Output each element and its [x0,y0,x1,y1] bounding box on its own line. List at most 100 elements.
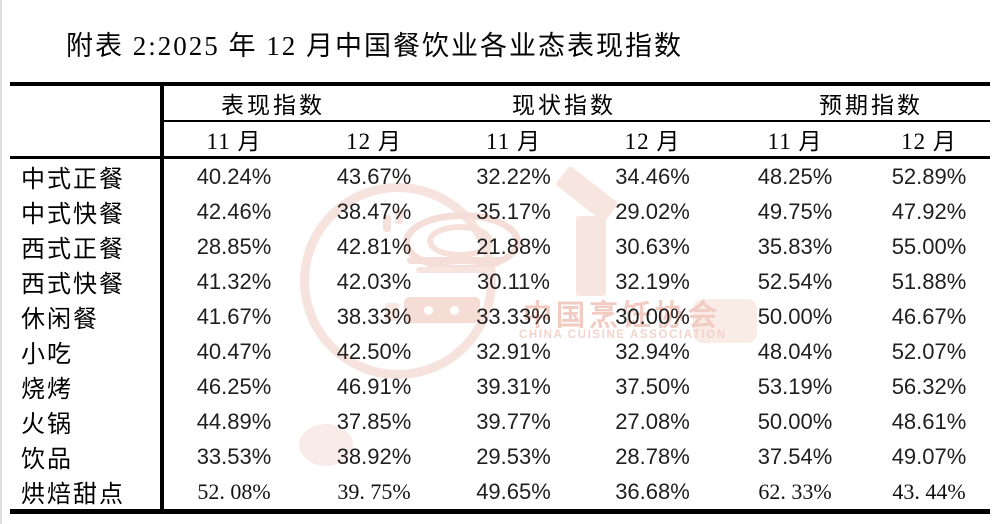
index-value-cell: 27.08% [615,408,690,434]
group-label: 现状指数 [512,93,616,118]
month-header-row: 11 月 12 月 11 月 12 月 11 月 12 月 [10,121,990,159]
index-value-cell: 46.67% [891,303,967,329]
row-label: 烧烤 [10,369,164,404]
row-label: 饮品 [10,439,164,474]
index-value-cell: 46.91% [336,373,412,399]
month-header: 12 月 [868,121,990,159]
row-label: 西式正餐 [10,229,164,264]
row-label: 小吃 [10,334,164,369]
page-title: 附表 2:2025 年 12 月中国餐饮业各业态表现指数 [66,31,684,61]
index-value-cell: 39.31% [476,373,551,399]
table-row: 西式快餐 41.32% 42.03% 30.11% 32.19% 52.54% 51.88% [10,264,990,299]
index-value-cell: 42.46% [196,198,272,224]
index-value-cell: 52.89% [891,163,967,189]
index-value-cell: 32.94% [615,338,690,364]
month-header: 12 月 [583,121,722,159]
index-value-cell: 35.17% [476,198,551,224]
month-header: 11 月 [444,121,583,159]
row-label: 火锅 [10,404,164,439]
index-value-cell: 39. 75% [337,478,411,504]
index-value-cell: 47.92% [891,198,967,224]
table-row: 火锅 44.89% 37.85% 39.77% 27.08% 50.00% 48.61% [10,404,990,439]
index-value-cell: 56.32% [891,373,967,399]
index-value-cell: 32.19% [615,268,690,294]
index-value-cell: 41.67% [196,303,272,329]
index-value-cell: 30.00% [615,303,690,329]
index-value-cell: 52.54% [757,268,833,294]
index-value-cell: 49.75% [757,198,833,224]
index-value-cell: 42.50% [336,338,412,364]
index-value-cell: 21.88% [476,233,551,259]
index-value-cell: 34.46% [615,163,690,189]
index-value-cell: 33.53% [196,443,272,469]
index-value-cell: 37.54% [757,443,833,469]
table-row: 西式正餐 28.85% 42.81% 21.88% 30.63% 35.83% 55.00% [10,229,990,264]
table-row: 小吃 40.47% 42.50% 32.91% 32.94% 48.04% 52.07% [10,334,990,369]
row-label: 西式快餐 [10,264,164,299]
index-value-cell: 48.25% [757,163,833,189]
index-value-cell: 62. 33% [758,478,832,504]
index-value-cell: 37.50% [615,373,690,399]
group-header-row: 表现指数 现状指数 预期指数 [10,84,990,159]
index-value-cell: 36.68% [615,478,690,504]
page-left-edge [0,0,2,524]
index-value-cell: 53.19% [757,373,833,399]
group-header-current: 现状指数 [444,84,722,122]
index-value-cell: 43. 44% [892,478,966,504]
month-header: 12 月 [304,121,444,159]
index-value-cell: 49.07% [891,443,967,469]
row-label: 中式快餐 [10,194,164,229]
group-header-expectation: 预期指数 [722,84,990,122]
month-header: 11 月 [162,121,304,159]
index-value-cell: 30.11% [477,268,550,294]
index-value-cell: 33.33% [476,303,551,329]
row-label: 中式正餐 [10,157,164,194]
index-value-cell: 37.85% [336,408,412,434]
index-value-cell: 28.85% [196,233,272,259]
row-label: 烘焙甜点 [10,474,164,512]
table-body: 中式正餐 40.24% 43.67% 32.22% 34.46% 48.25% 52.89%… [10,157,990,512]
index-value-cell: 51.88% [891,268,967,294]
row-label: 休闲餐 [10,299,164,334]
index-value-cell: 52. 08% [197,478,271,504]
index-value-cell: 52.07% [891,338,967,364]
table-row: 饮品 33.53% 38.92% 29.53% 28.78% 37.54% 49.07% [10,439,990,474]
index-value-cell: 30.63% [615,233,690,259]
index-table: 表现指数 现状指数 预期指数 11 月 12 月 11 月 12 月 11 月 … [10,82,990,514]
table-row: 休闲餐 41.67% 38.33% 33.33% 30.00% 50.00% 46.67% [10,299,990,334]
index-value-cell: 40.47% [196,338,272,364]
index-value-cell: 48.04% [757,338,833,364]
index-value-cell: 29.02% [615,198,690,224]
index-value-cell: 40.24% [196,163,272,189]
index-value-cell: 50.00% [757,408,833,434]
index-value-cell: 50.00% [757,303,833,329]
index-value-cell: 38.33% [336,303,412,329]
index-value-cell: 49.65% [476,478,551,504]
group-label: 预期指数 [819,93,923,118]
index-value-cell: 42.03% [336,268,412,294]
index-value-cell: 41.32% [196,268,272,294]
index-value-cell: 43.67% [336,163,412,189]
month-header: 11 月 [722,121,868,159]
index-value-cell: 32.91% [476,338,551,364]
group-label: 表现指数 [221,93,325,118]
index-value-cell: 29.53% [476,443,551,469]
index-value-cell: 28.78% [615,443,690,469]
table-row: 烧烤 46.25% 46.91% 39.31% 37.50% 53.19% 56.32% [10,369,990,404]
index-value-cell: 44.89% [196,408,272,434]
table-row: 中式正餐 40.24% 43.67% 32.22% 34.46% 48.25% 52.89% [10,157,990,194]
index-value-cell: 48.61% [891,408,967,434]
index-value-cell: 38.47% [336,198,412,224]
corner-cell [10,84,164,159]
index-value-cell: 46.25% [196,373,272,399]
group-header-performance: 表现指数 [162,84,444,122]
index-value-cell: 55.00% [891,233,967,259]
index-value-cell: 35.83% [757,233,833,259]
index-value-cell: 42.81% [336,233,412,259]
index-value-cell: 32.22% [476,163,551,189]
table-row: 中式快餐 42.46% 38.47% 35.17% 29.02% 49.75% 47.92% [10,194,990,229]
index-value-cell: 39.77% [476,408,551,434]
index-value-cell: 38.92% [336,443,412,469]
table-row: 烘焙甜点 52. 08% 39. 75% 49.65% 36.68% 62. 33% 43.… [10,474,990,512]
